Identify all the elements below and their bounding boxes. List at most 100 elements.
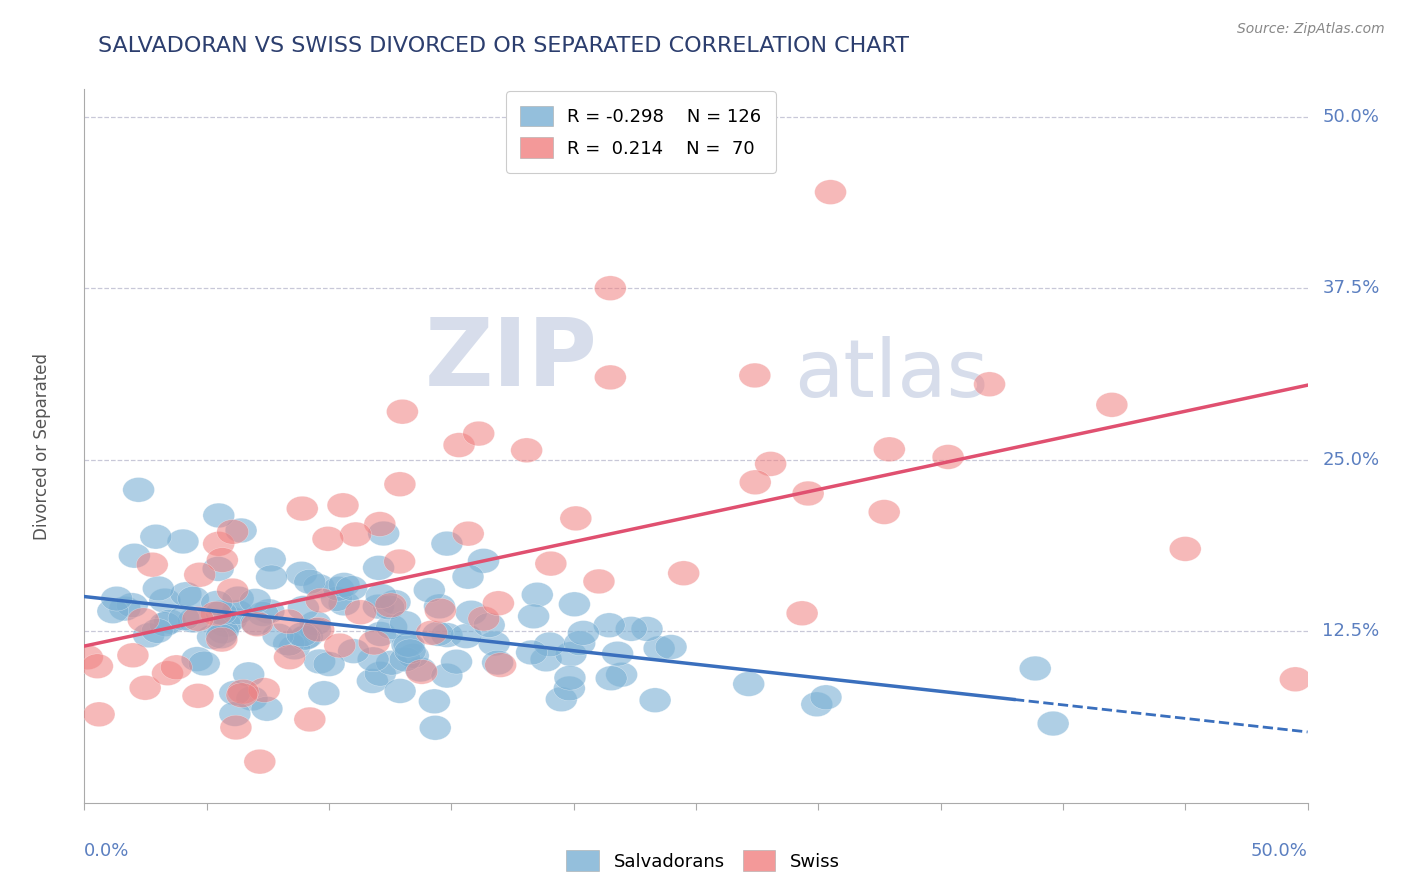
Ellipse shape — [181, 607, 214, 632]
Ellipse shape — [287, 596, 319, 620]
Text: Divorced or Separated: Divorced or Separated — [32, 352, 51, 540]
Ellipse shape — [932, 444, 965, 469]
Ellipse shape — [606, 663, 637, 687]
Ellipse shape — [273, 609, 305, 634]
Text: 12.5%: 12.5% — [1322, 623, 1379, 640]
Ellipse shape — [616, 616, 647, 641]
Ellipse shape — [602, 641, 634, 666]
Text: 50.0%: 50.0% — [1251, 842, 1308, 860]
Ellipse shape — [655, 634, 688, 659]
Ellipse shape — [294, 569, 326, 594]
Ellipse shape — [225, 518, 257, 543]
Ellipse shape — [558, 592, 591, 616]
Ellipse shape — [209, 612, 242, 637]
Ellipse shape — [583, 569, 614, 594]
Ellipse shape — [205, 600, 238, 625]
Ellipse shape — [219, 681, 250, 706]
Ellipse shape — [202, 557, 233, 582]
Ellipse shape — [128, 607, 159, 632]
Ellipse shape — [82, 654, 114, 679]
Ellipse shape — [201, 591, 232, 615]
Ellipse shape — [274, 645, 305, 670]
Ellipse shape — [169, 606, 200, 631]
Ellipse shape — [394, 632, 425, 657]
Ellipse shape — [153, 609, 186, 634]
Ellipse shape — [200, 601, 232, 626]
Ellipse shape — [468, 549, 499, 574]
Ellipse shape — [534, 551, 567, 576]
Ellipse shape — [450, 624, 482, 648]
Ellipse shape — [595, 365, 626, 390]
Ellipse shape — [219, 715, 252, 739]
Ellipse shape — [149, 612, 181, 637]
Ellipse shape — [363, 594, 394, 619]
Ellipse shape — [254, 547, 285, 572]
Ellipse shape — [72, 645, 103, 670]
Text: 25.0%: 25.0% — [1322, 450, 1379, 468]
Ellipse shape — [432, 664, 463, 688]
Ellipse shape — [221, 600, 253, 624]
Ellipse shape — [643, 636, 675, 661]
Ellipse shape — [141, 524, 172, 549]
Ellipse shape — [425, 599, 457, 623]
Ellipse shape — [242, 612, 273, 637]
Ellipse shape — [308, 681, 340, 706]
Ellipse shape — [1095, 392, 1128, 417]
Ellipse shape — [375, 593, 406, 617]
Ellipse shape — [142, 576, 174, 601]
Ellipse shape — [554, 676, 585, 701]
Ellipse shape — [366, 583, 398, 608]
Ellipse shape — [555, 641, 586, 666]
Text: 50.0%: 50.0% — [1322, 108, 1379, 126]
Ellipse shape — [384, 549, 416, 574]
Ellipse shape — [177, 586, 209, 611]
Ellipse shape — [595, 276, 626, 301]
Ellipse shape — [183, 683, 214, 708]
Ellipse shape — [240, 611, 271, 635]
Ellipse shape — [595, 666, 627, 690]
Ellipse shape — [304, 649, 336, 673]
Text: 37.5%: 37.5% — [1322, 279, 1379, 297]
Legend: Salvadorans, Swiss: Salvadorans, Swiss — [560, 843, 846, 879]
Ellipse shape — [423, 594, 456, 619]
Ellipse shape — [364, 622, 396, 647]
Ellipse shape — [973, 372, 1005, 397]
Ellipse shape — [416, 621, 447, 645]
Ellipse shape — [170, 582, 202, 607]
Ellipse shape — [413, 578, 446, 602]
Ellipse shape — [814, 180, 846, 204]
Ellipse shape — [740, 470, 770, 495]
Ellipse shape — [323, 633, 356, 658]
Ellipse shape — [510, 438, 543, 463]
Ellipse shape — [97, 599, 129, 624]
Ellipse shape — [202, 532, 235, 557]
Ellipse shape — [398, 643, 429, 668]
Ellipse shape — [733, 672, 765, 697]
Ellipse shape — [419, 689, 450, 714]
Ellipse shape — [357, 647, 389, 672]
Ellipse shape — [101, 586, 132, 611]
Ellipse shape — [217, 578, 249, 603]
Ellipse shape — [239, 589, 271, 613]
Ellipse shape — [1279, 667, 1312, 691]
Ellipse shape — [205, 624, 238, 648]
Ellipse shape — [160, 655, 193, 680]
Ellipse shape — [129, 675, 162, 700]
Ellipse shape — [530, 647, 562, 672]
Ellipse shape — [305, 588, 337, 613]
Ellipse shape — [181, 647, 214, 672]
Ellipse shape — [136, 552, 169, 577]
Ellipse shape — [226, 683, 257, 707]
Ellipse shape — [217, 519, 249, 544]
Ellipse shape — [375, 650, 408, 675]
Ellipse shape — [389, 611, 422, 636]
Ellipse shape — [373, 595, 405, 620]
Ellipse shape — [262, 624, 294, 648]
Ellipse shape — [456, 600, 486, 625]
Ellipse shape — [453, 521, 484, 546]
Ellipse shape — [1170, 537, 1201, 561]
Ellipse shape — [1038, 711, 1069, 736]
Ellipse shape — [219, 702, 250, 726]
Ellipse shape — [554, 665, 586, 690]
Ellipse shape — [253, 599, 285, 624]
